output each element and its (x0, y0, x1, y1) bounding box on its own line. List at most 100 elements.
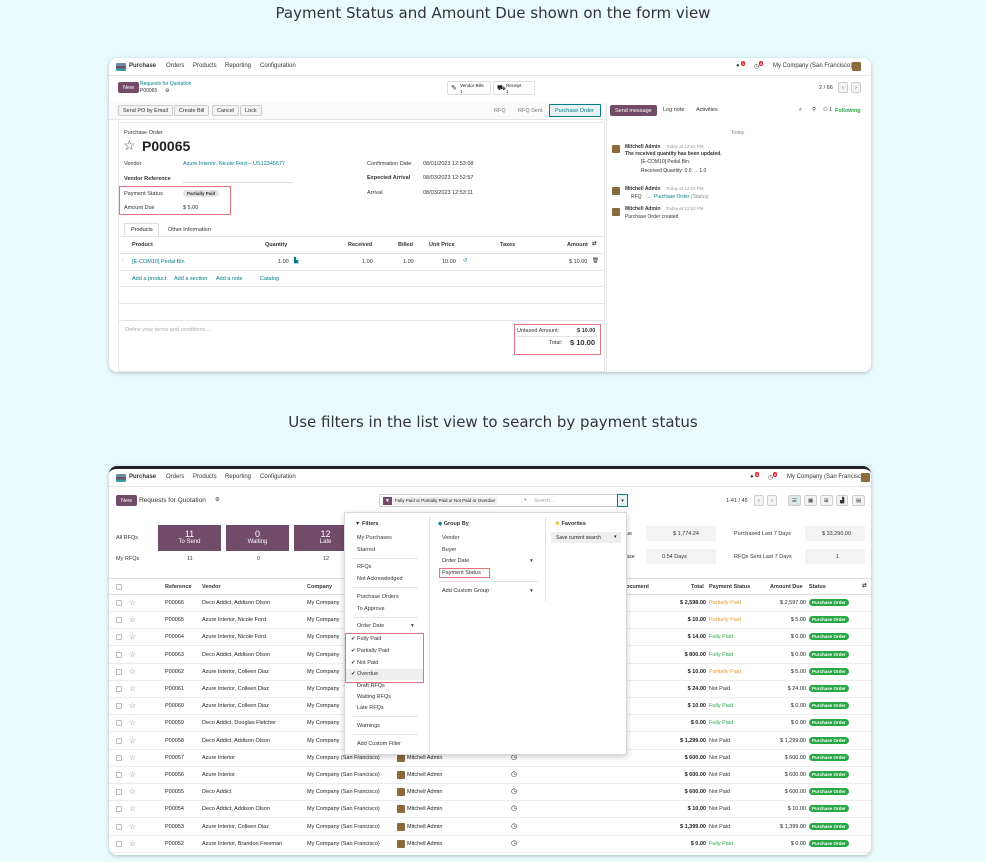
line-billed[interactable]: 1.00 (403, 259, 414, 265)
list-view-button[interactable]: ☰ (788, 495, 801, 506)
pivot-view-button[interactable]: ⊞ (820, 495, 833, 506)
calendar-view-button[interactable]: ▤ (852, 495, 866, 506)
table-row[interactable]: ☆ P00055 Deco Addict My Company (San Franci… (109, 784, 871, 802)
vendor-ref-input[interactable] (183, 182, 293, 183)
col-vendor[interactable]: Vendor (202, 584, 221, 590)
column-settings-icon[interactable]: ⇄ (592, 241, 597, 247)
attachment-icon[interactable]: ⚲ (812, 107, 817, 113)
app-icon[interactable] (116, 474, 126, 482)
activity-clock-icon[interactable]: ◷ (511, 753, 518, 761)
arrival-date[interactable]: 08/03/2023 12:53:11 (423, 190, 474, 196)
col-status[interactable]: Status (809, 584, 826, 590)
search-bar[interactable]: ▼ Fully Paid or Partially Paid or Not Pa… (379, 494, 627, 507)
star-icon[interactable]: ☆ (129, 666, 137, 676)
gear-icon[interactable]: ⚙ (165, 88, 170, 94)
row-checkbox[interactable] (116, 634, 122, 641)
groupby-order-date[interactable]: Order Date (442, 558, 470, 564)
row-checkbox[interactable] (116, 737, 122, 744)
col-billed[interactable]: Billed (398, 242, 413, 248)
filter-late-rfqs[interactable]: Late RFQs (357, 705, 384, 711)
col-amount-due[interactable]: Amount Due (770, 584, 803, 590)
row-checkbox[interactable] (116, 840, 122, 847)
col-taxes[interactable]: Taxes (500, 242, 516, 248)
table-row[interactable]: ☆ P00057 Azure Interior My Company (San Fra… (109, 750, 871, 767)
tab-products[interactable]: Products (124, 223, 159, 236)
stage-rfq[interactable]: RFQ (494, 108, 506, 114)
filter-purchase-orders[interactable]: Purchase Orders (357, 594, 399, 600)
col-amount[interactable]: Amount (567, 242, 588, 248)
app-name[interactable]: Purchase (129, 474, 157, 480)
add-custom-group[interactable]: Add Custom Group (442, 588, 490, 594)
msg2-author[interactable]: Mitchell Admin (625, 186, 661, 192)
add-note-link[interactable]: Add a note (216, 276, 243, 282)
col-total[interactable]: Total (691, 584, 704, 590)
expected-arrival[interactable]: 08/03/2023 12:52:57 (423, 175, 474, 181)
star-icon[interactable]: ☆ (129, 684, 137, 693)
activity-clock-icon[interactable]: ◷ (511, 822, 518, 830)
chat-icon[interactable]: ● (736, 63, 740, 69)
menu-products[interactable]: Products (193, 474, 217, 480)
filter-to-approve[interactable]: To Approve (357, 606, 385, 612)
graph-view-button[interactable]: ▟ (836, 495, 849, 506)
col-company[interactable]: Company (307, 584, 333, 590)
filter-warnings[interactable]: Warnings (357, 723, 381, 729)
log-note-button[interactable]: Log note (659, 105, 689, 116)
author-avatar[interactable] (612, 145, 620, 153)
table-row[interactable]: ☆ P00053 Azure Interior, Colleen Diaz My Co… (109, 819, 871, 836)
pager-prev[interactable]: ‹ (838, 82, 848, 93)
row-checkbox[interactable] (116, 600, 122, 606)
row-checkbox[interactable] (116, 686, 122, 692)
vendor-bills-smart-button[interactable]: ✎ Vendor Bills 1 (447, 81, 491, 95)
col-unit-price[interactable]: Unit Price (429, 242, 455, 248)
star-icon[interactable]: ☆ (129, 770, 137, 779)
activity-clock-icon[interactable]: ◷ (511, 771, 518, 778)
col-quantity[interactable]: Quantity (265, 242, 288, 248)
row-checkbox[interactable] (116, 703, 122, 710)
activity-clock-icon[interactable]: ◷ (511, 839, 518, 847)
table-row[interactable]: ☆ P00054 Deco Addict, Addison Olson My Comp… (109, 801, 871, 819)
filter-draft-rfqs[interactable]: Draft RFQs (357, 683, 385, 689)
groupby-buyer[interactable]: Buyer (442, 547, 457, 553)
search-icon[interactable]: ⌕ (799, 107, 803, 113)
row-checkbox[interactable] (116, 806, 122, 813)
send-po-button[interactable]: Send PO by Email (118, 105, 173, 116)
stage-purchase-order[interactable]: Purchase Order (549, 104, 601, 117)
company-switcher[interactable]: My Company (San Francisco) (773, 63, 853, 69)
pager-next[interactable]: › (767, 495, 777, 506)
star-icon[interactable]: ☆ (129, 632, 137, 642)
groupby-vendor[interactable]: Vendor (442, 535, 460, 541)
kpi-my-late[interactable]: 12 (323, 556, 330, 562)
company-switcher[interactable]: My Company (San Francisco) (787, 474, 867, 480)
table-row[interactable]: ☆ P00056 Azure Interior My Company (San Fra… (109, 767, 871, 784)
menu-reporting[interactable]: Reporting (225, 474, 252, 480)
star-icon[interactable]: ☆ (129, 598, 137, 607)
create-bill-button[interactable]: Create Bill (174, 105, 210, 116)
star-icon[interactable]: ☆ (129, 649, 137, 659)
menu-products[interactable]: Products (193, 63, 217, 69)
user-avatar[interactable] (861, 473, 870, 482)
menu-orders[interactable]: Orders (166, 474, 185, 480)
row-checkbox[interactable] (116, 617, 122, 624)
msg1-author[interactable]: Mitchell Admin (625, 144, 661, 150)
row-checkbox[interactable] (116, 772, 122, 778)
select-all-checkbox[interactable] (116, 584, 122, 590)
row-checkbox[interactable] (116, 789, 122, 796)
add-product-link[interactable]: Add a product (132, 276, 167, 282)
pager-next[interactable]: › (851, 82, 861, 93)
terms-input[interactable]: Define your terms and conditions ... (125, 327, 212, 333)
search-input[interactable]: Search... (534, 498, 555, 504)
activity-clock-icon[interactable]: ◷ (511, 805, 518, 813)
author-avatar[interactable] (612, 187, 620, 195)
add-custom-filter[interactable]: Add Custom Filter (357, 741, 402, 747)
receipt-smart-button[interactable]: ⛟ Receipt 1 (493, 81, 535, 95)
table-row[interactable]: ☆ P00052 Azure Interior, Brandon Freeman My… (109, 836, 871, 853)
column-settings-icon[interactable]: ⇄ (862, 583, 867, 589)
star-icon[interactable]: ☆ (129, 735, 137, 745)
groupby-payment-status[interactable]: Payment Status (442, 570, 481, 576)
star-icon[interactable]: ☆ (129, 701, 137, 711)
star-icon[interactable]: ☆ (129, 804, 137, 814)
activities-button[interactable]: Activities (692, 105, 722, 116)
star-icon[interactable]: ☆ (129, 787, 137, 797)
app-icon[interactable] (116, 63, 126, 71)
kpi-to-send[interactable]: 11 To Send (158, 525, 221, 551)
